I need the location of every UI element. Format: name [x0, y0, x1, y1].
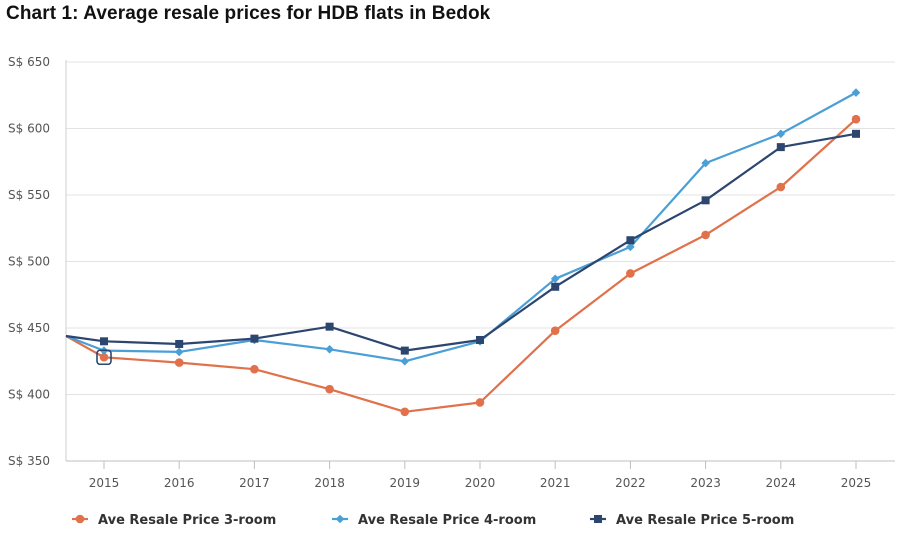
marker-diamond[interactable] [701, 158, 710, 168]
marker-square[interactable] [250, 334, 259, 343]
marker-diamond[interactable] [626, 242, 635, 252]
marker-diamond[interactable] [325, 344, 334, 354]
series-layer [65, 91, 857, 413]
marker-layer [96, 88, 861, 417]
series-line [65, 132, 857, 352]
marker-circle[interactable] [325, 384, 334, 394]
x-tick-label: 2024 [766, 476, 797, 490]
legend-label: Ave Resale Price 5-room [616, 513, 794, 528]
x-tick-label: 2020 [465, 476, 496, 490]
series-line [65, 118, 857, 413]
marker-circle[interactable] [701, 230, 710, 240]
series-line [65, 91, 857, 363]
marker-square[interactable] [626, 236, 635, 245]
x-tick-label: 2025 [841, 476, 872, 490]
hover-highlight [96, 349, 112, 366]
marker-diamond[interactable] [776, 129, 786, 139]
x-tick-label: 2021 [540, 476, 571, 490]
legend-item[interactable]: Ave Resale Price 5-room [590, 513, 794, 528]
y-tick-label: S$ 600 [8, 122, 50, 136]
marker-circle[interactable] [626, 269, 635, 278]
marker-circle[interactable] [776, 182, 786, 192]
marker-square[interactable] [852, 129, 860, 138]
marker-circle[interactable] [550, 326, 560, 335]
marker-square[interactable] [175, 339, 184, 348]
marker-square[interactable] [776, 143, 785, 152]
marker-square[interactable] [476, 335, 484, 344]
y-tick-label: S$ 550 [8, 188, 50, 202]
marker-circle[interactable] [250, 364, 259, 374]
marker-diamond[interactable] [851, 88, 861, 97]
marker-square[interactable] [100, 337, 108, 346]
x-tick-label: 2019 [390, 476, 421, 490]
x-tick-label: 2016 [164, 476, 195, 490]
y-tick-label: S$ 650 [8, 55, 50, 69]
legend-item[interactable]: Ave Resale Price 3-room [72, 513, 276, 528]
marker-diamond[interactable] [550, 274, 560, 284]
y-tick-label: S$ 400 [8, 388, 50, 402]
x-tick-label: 2022 [615, 476, 646, 490]
x-tick-label: 2015 [89, 476, 120, 490]
axes: S$ 350 S$ 400 S$ 450 S$ 500 S$ 550 S$ 600 S$ 6… [8, 55, 895, 490]
marker-diamond [335, 514, 345, 524]
marker-square[interactable] [400, 346, 409, 355]
legend-item[interactable]: Ave Resale Price 4-room [332, 513, 536, 528]
x-tick-label: 2018 [314, 476, 345, 490]
marker-diamond[interactable] [174, 347, 184, 357]
y-tick-label: S$ 450 [8, 321, 50, 335]
marker-diamond[interactable] [400, 356, 410, 366]
marker-circle[interactable] [851, 114, 861, 124]
marker-circle[interactable] [400, 407, 410, 417]
legend[interactable]: Ave Resale Price 3-room Ave Resale Price … [72, 513, 794, 528]
y-tick-label: S$ 350 [8, 454, 50, 468]
chart-title: Chart 1: Average resale prices for HDB f… [6, 3, 491, 24]
marker-circle[interactable] [174, 358, 184, 367]
marker-square[interactable] [551, 282, 560, 291]
marker-circle [75, 514, 85, 524]
marker-square[interactable] [325, 322, 334, 331]
marker-square [594, 515, 602, 523]
x-tick-label: 2017 [239, 476, 270, 490]
marker-square[interactable] [701, 196, 710, 205]
y-tick-label: S$ 500 [8, 255, 50, 269]
legend-label: Ave Resale Price 4-room [358, 513, 536, 528]
x-tick-label: 2023 [690, 476, 721, 490]
marker-circle[interactable] [475, 398, 485, 407]
marker-circle[interactable] [99, 352, 109, 362]
legend-label: Ave Resale Price 3-room [98, 513, 276, 528]
